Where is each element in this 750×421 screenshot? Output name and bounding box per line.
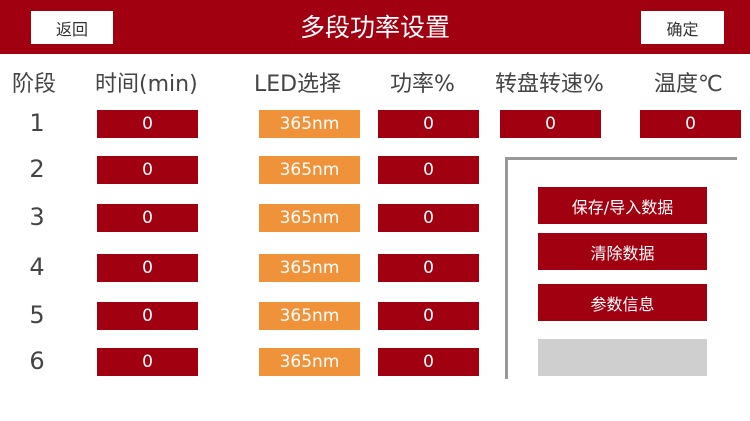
led-select[interactable]: 365nm bbox=[259, 110, 360, 138]
stage-number: 1 bbox=[29, 109, 45, 137]
led-select[interactable]: 365nm bbox=[259, 254, 360, 282]
led-select[interactable]: 365nm bbox=[259, 302, 360, 330]
page-title: 多段功率设置 bbox=[299, 13, 450, 42]
col-header-power: 功率% bbox=[390, 72, 455, 97]
clear-data-button[interactable]: 清除数据 bbox=[538, 233, 707, 270]
col-header-stage: 阶段 bbox=[12, 72, 57, 97]
temperature-input[interactable]: 0 bbox=[640, 110, 741, 138]
stage-number: 3 bbox=[29, 203, 45, 231]
action-panel bbox=[505, 157, 737, 379]
stage-number: 4 bbox=[29, 253, 45, 281]
param-info-button[interactable]: 参数信息 bbox=[538, 284, 707, 321]
stage-number: 6 bbox=[29, 347, 45, 375]
stage-number: 5 bbox=[29, 301, 45, 329]
led-select[interactable]: 365nm bbox=[259, 348, 360, 376]
power-input[interactable]: 0 bbox=[378, 348, 479, 376]
time-input[interactable]: 0 bbox=[97, 348, 198, 376]
col-header-led: LED选择 bbox=[254, 72, 342, 97]
power-input[interactable]: 0 bbox=[378, 204, 479, 232]
time-input[interactable]: 0 bbox=[97, 254, 198, 282]
time-input[interactable]: 0 bbox=[97, 204, 198, 232]
led-select[interactable]: 365nm bbox=[259, 204, 360, 232]
power-input[interactable]: 0 bbox=[378, 254, 479, 282]
stage-number: 2 bbox=[29, 155, 45, 183]
time-input[interactable]: 0 bbox=[97, 302, 198, 330]
power-input[interactable]: 0 bbox=[378, 156, 479, 184]
back-button[interactable]: 返回 bbox=[31, 11, 113, 44]
save-import-button[interactable]: 保存/导入数据 bbox=[538, 187, 707, 224]
led-select[interactable]: 365nm bbox=[259, 156, 360, 184]
turntable-speed-input[interactable]: 0 bbox=[500, 110, 601, 138]
confirm-button[interactable]: 确定 bbox=[641, 11, 724, 44]
blank-button bbox=[538, 339, 707, 376]
col-header-temperature: 温度℃ bbox=[654, 72, 723, 97]
power-input[interactable]: 0 bbox=[378, 110, 479, 138]
time-input[interactable]: 0 bbox=[97, 156, 198, 184]
col-header-turntable: 转盘转速% bbox=[495, 72, 604, 97]
power-input[interactable]: 0 bbox=[378, 302, 479, 330]
time-input[interactable]: 0 bbox=[97, 110, 198, 138]
col-header-time: 时间(min) bbox=[95, 72, 198, 97]
header-bar: 返回 多段功率设置 确定 bbox=[0, 0, 750, 54]
